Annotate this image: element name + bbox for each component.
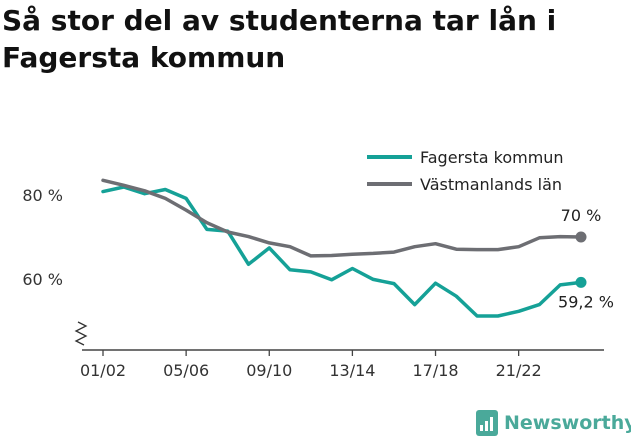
legend: Fagersta kommun Västmanlands län <box>367 148 564 194</box>
end-labels: 59,2 % 70 % <box>558 206 614 311</box>
x-tick-label: 17/18 <box>412 361 458 380</box>
brand-name: Newsworthy <box>504 412 631 434</box>
series-end-point <box>575 276 587 288</box>
series-group <box>101 178 587 318</box>
end-value-label: 70 % <box>561 206 602 225</box>
y-tick-label: 80 % <box>22 186 63 205</box>
y-axis-break-mark <box>74 321 88 346</box>
x-tick-label: 09/10 <box>246 361 292 380</box>
x-tick-label: 01/02 <box>80 361 126 380</box>
y-tick-label: 60 % <box>22 270 63 289</box>
chart-title: Så stor del av studenterna tar lån i Fag… <box>2 4 557 74</box>
axes: 80 % 60 % 01/02 05/06 09/10 13/14 17/18 21/22 <box>22 186 604 380</box>
legend-label: Västmanlands län <box>420 175 562 194</box>
legend-label: Fagersta kommun <box>420 148 564 167</box>
brand-logo: Newsworthy <box>476 408 631 438</box>
series-end-point <box>575 231 587 243</box>
end-value-label: 59,2 % <box>558 292 614 311</box>
newsworthy-logo-icon <box>476 410 498 436</box>
x-tick-label: 13/14 <box>329 361 375 380</box>
x-tick-label: 05/06 <box>163 361 209 380</box>
series-line <box>101 185 583 318</box>
series-line <box>101 178 583 258</box>
x-tick-label: 21/22 <box>496 361 542 380</box>
